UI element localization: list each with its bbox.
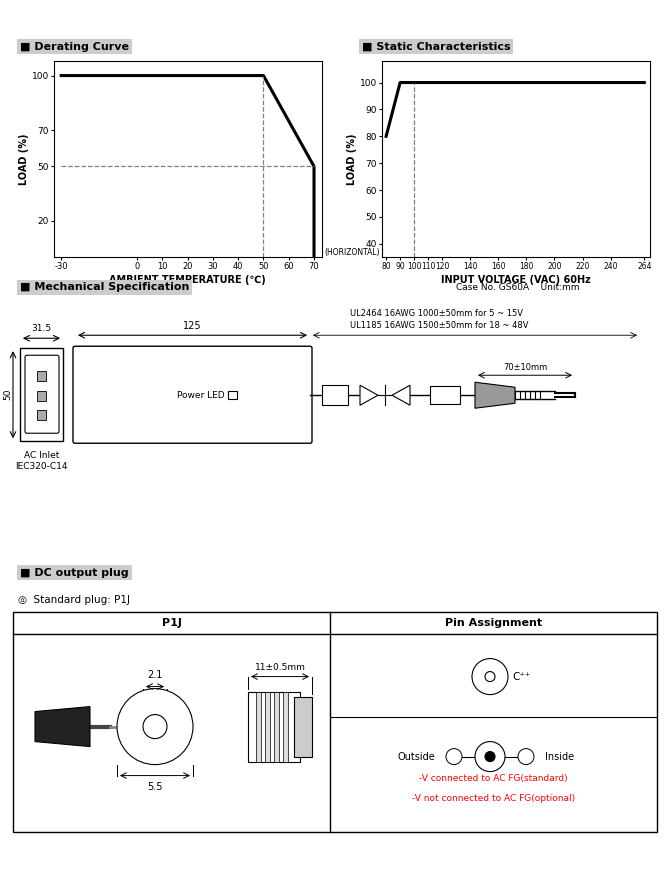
Circle shape (472, 658, 508, 695)
Text: C⁺⁺: C⁺⁺ (512, 671, 531, 682)
Text: -V not connected to AC FG(optional): -V not connected to AC FG(optional) (412, 794, 575, 803)
Bar (20, 348, 63, 441)
Circle shape (485, 752, 495, 761)
Bar (13, 611, 657, 832)
Text: Power LED: Power LED (178, 391, 225, 399)
Text: ■ DC output plug: ■ DC output plug (20, 568, 129, 577)
Circle shape (446, 748, 462, 765)
Text: Case No. GS60A    Unit:mm: Case No. GS60A Unit:mm (456, 283, 579, 292)
Text: ■ Static Characteristics: ■ Static Characteristics (362, 42, 511, 51)
Text: 50: 50 (3, 389, 13, 400)
Text: 31.5: 31.5 (31, 324, 52, 333)
Text: 70±10mm: 70±10mm (503, 364, 547, 372)
Text: UL2464 16AWG 1000±50mm for 5 ~ 15V: UL2464 16AWG 1000±50mm for 5 ~ 15V (350, 309, 523, 317)
Circle shape (117, 689, 193, 765)
Bar (37, 392, 46, 401)
FancyBboxPatch shape (248, 691, 300, 761)
Bar (274, 691, 279, 761)
Bar (37, 371, 46, 381)
FancyBboxPatch shape (73, 346, 312, 443)
Text: UL1185 16AWG 1500±50mm for 18 ~ 48V: UL1185 16AWG 1500±50mm for 18 ~ 48V (350, 321, 529, 330)
Bar (37, 410, 46, 420)
Text: ■ Derating Curve: ■ Derating Curve (20, 42, 129, 51)
Bar (294, 697, 312, 757)
Text: 11±0.5mm: 11±0.5mm (255, 663, 306, 671)
Text: P1J: P1J (161, 617, 182, 628)
Text: (HORIZONTAL): (HORIZONTAL) (324, 249, 380, 257)
Circle shape (485, 671, 495, 682)
Circle shape (143, 714, 167, 739)
Y-axis label: LOAD (%): LOAD (%) (347, 133, 357, 185)
Text: ■ Mechanical Specification: ■ Mechanical Specification (20, 283, 190, 292)
Bar (256, 691, 261, 761)
Text: Inside: Inside (545, 752, 574, 761)
Polygon shape (392, 385, 410, 405)
Text: Pin Assignment: Pin Assignment (445, 617, 542, 628)
Bar (228, 392, 237, 399)
X-axis label: AMBIENT TEMPERATURE (℃): AMBIENT TEMPERATURE (℃) (109, 276, 266, 285)
Text: -V connected to AC FG(standard): -V connected to AC FG(standard) (419, 774, 567, 783)
Y-axis label: LOAD (%): LOAD (%) (19, 133, 29, 185)
X-axis label: INPUT VOLTAGE (VAC) 60Hz: INPUT VOLTAGE (VAC) 60Hz (441, 276, 591, 285)
Bar (283, 691, 288, 761)
Circle shape (475, 741, 505, 772)
Bar (430, 386, 460, 405)
FancyBboxPatch shape (25, 355, 59, 433)
Polygon shape (360, 385, 378, 405)
Bar (322, 385, 348, 405)
Text: AC Inlet
IEC320-C14: AC Inlet IEC320-C14 (15, 451, 68, 471)
Polygon shape (35, 706, 90, 746)
Polygon shape (475, 382, 515, 408)
Text: Outside: Outside (397, 752, 435, 761)
Bar (265, 691, 270, 761)
Text: 125: 125 (183, 321, 202, 331)
Text: 2.1: 2.1 (147, 670, 163, 679)
Text: ◎  Standard plug: P1J: ◎ Standard plug: P1J (18, 595, 130, 604)
Circle shape (518, 748, 534, 765)
Text: 5.5: 5.5 (147, 781, 163, 792)
